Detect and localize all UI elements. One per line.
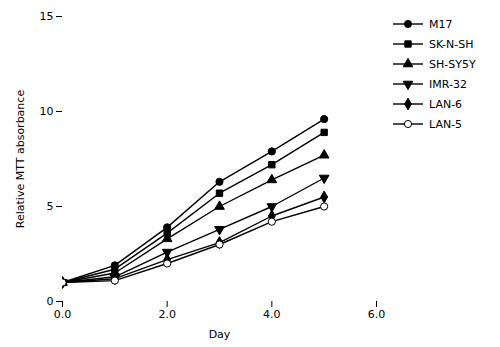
html-text:SK-N-SH: SK-N-SH [429, 37, 474, 51]
svg-text:2.0: 2.0 [158, 308, 176, 321]
html-text:IMR-32: IMR-32 [429, 77, 467, 91]
svg-text:Day: Day [209, 328, 231, 341]
svg-text:0: 0 [47, 295, 54, 308]
html-text:M17: M17 [429, 17, 453, 31]
html-text:SH-SY5Y: SH-SY5Y [429, 57, 476, 71]
svg-text:15: 15 [40, 10, 54, 23]
svg-text:4.0: 4.0 [263, 308, 281, 321]
svg-text:5: 5 [47, 200, 54, 213]
html-text:LAN-5: LAN-5 [429, 117, 463, 131]
svg-text:10: 10 [40, 105, 54, 118]
svg-text:6.0: 6.0 [368, 308, 386, 321]
svg-text:0.0: 0.0 [54, 308, 72, 321]
svg-text:Relative MTT absorbance: Relative MTT absorbance [14, 90, 27, 229]
html-text:LAN-6: LAN-6 [429, 97, 463, 111]
